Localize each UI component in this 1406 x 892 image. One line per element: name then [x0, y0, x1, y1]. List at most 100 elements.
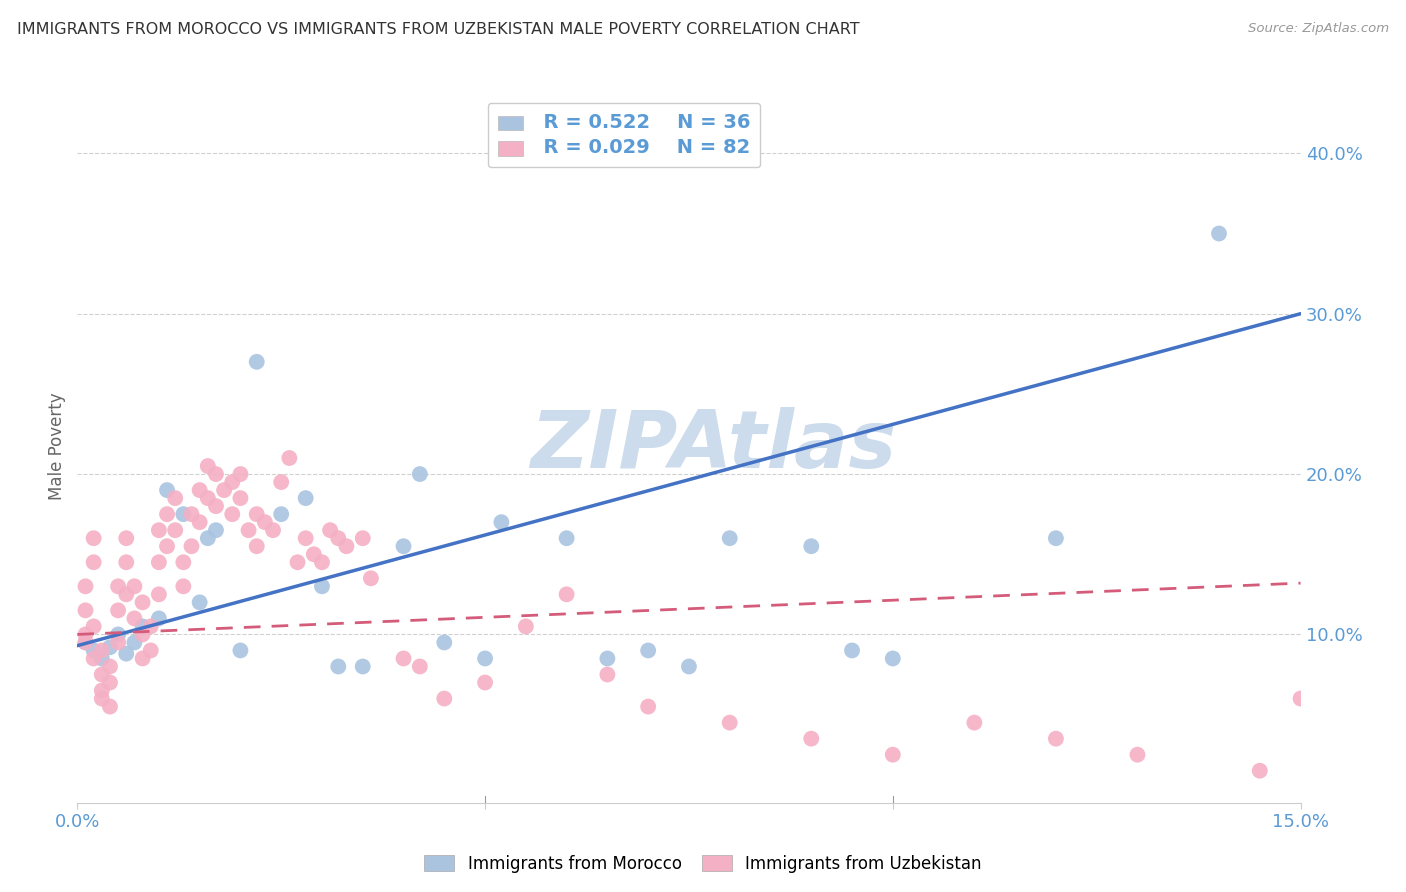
Point: [107, 627, 129, 641]
Point: [294, 531, 316, 545]
Point: [156, 483, 179, 497]
Point: [124, 611, 146, 625]
Point: [221, 507, 243, 521]
Point: [302, 547, 325, 561]
Point: [107, 635, 129, 649]
Point: [433, 691, 456, 706]
Point: [319, 523, 342, 537]
Point: [180, 507, 202, 521]
Point: [98, 675, 121, 690]
Legend:   R = 0.522    N = 36,   R = 0.029    N = 82: R = 0.522 N = 36, R = 0.029 N = 82: [488, 103, 759, 167]
Point: [515, 619, 537, 633]
Point: [83, 643, 105, 657]
Point: [90, 691, 112, 706]
Point: [98, 659, 121, 673]
Point: [963, 715, 986, 730]
Point: [392, 539, 415, 553]
Text: Source: ZipAtlas.com: Source: ZipAtlas.com: [1249, 22, 1389, 36]
Point: [409, 467, 432, 481]
Point: [165, 523, 187, 537]
Point: [75, 635, 97, 649]
Point: [882, 747, 904, 762]
Point: [148, 587, 170, 601]
Point: [229, 467, 252, 481]
Point: [148, 523, 170, 537]
Point: [718, 531, 741, 545]
Point: [246, 355, 269, 369]
Point: [180, 539, 202, 553]
Point: [229, 491, 252, 505]
Legend: Immigrants from Morocco, Immigrants from Uzbekistan: Immigrants from Morocco, Immigrants from…: [418, 848, 988, 880]
Point: [278, 450, 301, 465]
Point: [75, 635, 97, 649]
Point: [212, 483, 235, 497]
Point: [474, 651, 496, 665]
Point: [1045, 531, 1067, 545]
Point: [83, 651, 105, 665]
Point: [83, 619, 105, 633]
Point: [188, 595, 211, 609]
Point: [238, 523, 260, 537]
Point: [98, 640, 121, 655]
Point: [311, 555, 333, 569]
Point: [311, 579, 333, 593]
Point: [197, 531, 219, 545]
Point: [188, 483, 211, 497]
Point: [115, 647, 138, 661]
Point: [148, 555, 170, 569]
Point: [205, 499, 228, 513]
Point: [131, 627, 153, 641]
Point: [197, 458, 219, 473]
Point: [1126, 747, 1149, 762]
Point: [253, 515, 276, 529]
Point: [841, 643, 863, 657]
Point: [800, 539, 823, 553]
Point: [75, 603, 97, 617]
Point: [83, 531, 105, 545]
Point: [115, 555, 138, 569]
Point: [1289, 691, 1312, 706]
Point: [246, 539, 269, 553]
Point: [115, 531, 138, 545]
Point: [352, 531, 374, 545]
Point: [596, 651, 619, 665]
Point: [328, 659, 350, 673]
Point: [287, 555, 309, 569]
Point: [90, 651, 112, 665]
Point: [718, 715, 741, 730]
Point: [156, 539, 179, 553]
Point: [165, 491, 187, 505]
Point: [148, 611, 170, 625]
Y-axis label: Male Poverty: Male Poverty: [48, 392, 66, 500]
Point: [156, 507, 179, 521]
Point: [474, 675, 496, 690]
Point: [678, 659, 700, 673]
Point: [882, 651, 904, 665]
Point: [270, 507, 292, 521]
Point: [433, 635, 456, 649]
Point: [360, 571, 382, 585]
Point: [172, 507, 194, 521]
Point: [352, 659, 374, 673]
Point: [124, 635, 146, 649]
Point: [90, 667, 112, 681]
Point: [392, 651, 415, 665]
Point: [1208, 227, 1230, 241]
Point: [221, 475, 243, 489]
Point: [246, 507, 269, 521]
Point: [1045, 731, 1067, 746]
Point: [335, 539, 357, 553]
Point: [172, 555, 194, 569]
Point: [131, 651, 153, 665]
Text: ZIPAtlas: ZIPAtlas: [530, 407, 897, 485]
Point: [262, 523, 284, 537]
Point: [115, 587, 138, 601]
Point: [491, 515, 513, 529]
Point: [107, 603, 129, 617]
Point: [90, 643, 112, 657]
Point: [75, 627, 97, 641]
Point: [637, 643, 659, 657]
Point: [205, 467, 228, 481]
Point: [294, 491, 316, 505]
Point: [328, 531, 350, 545]
